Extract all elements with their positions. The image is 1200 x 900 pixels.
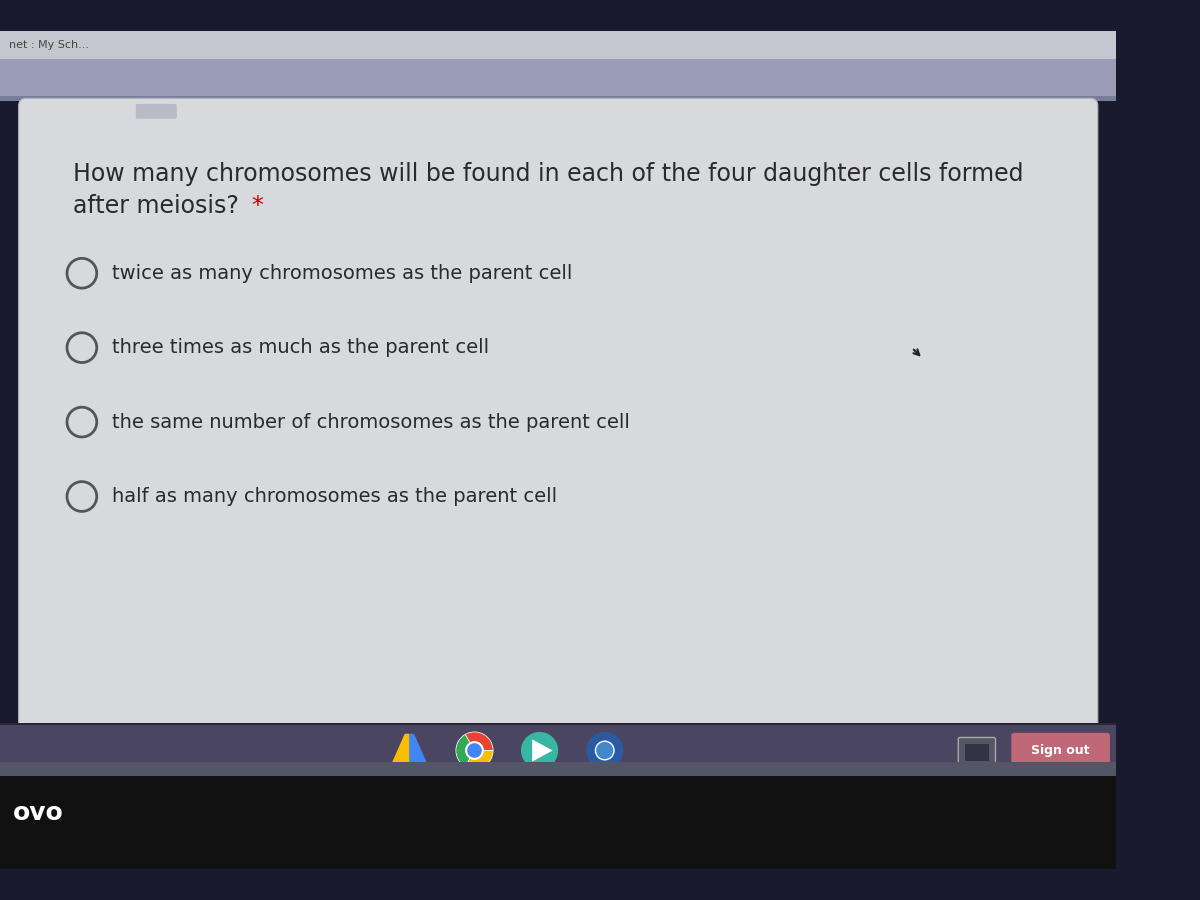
Circle shape bbox=[466, 742, 482, 759]
FancyBboxPatch shape bbox=[965, 744, 989, 760]
Circle shape bbox=[456, 732, 493, 770]
Circle shape bbox=[67, 333, 97, 363]
FancyBboxPatch shape bbox=[0, 724, 1116, 776]
FancyBboxPatch shape bbox=[959, 737, 996, 768]
Circle shape bbox=[67, 407, 97, 437]
Text: How many chromosomes will be found in each of the four daughter cells formed: How many chromosomes will be found in ea… bbox=[72, 162, 1024, 185]
Text: ovo: ovo bbox=[13, 801, 64, 824]
FancyBboxPatch shape bbox=[0, 32, 1116, 59]
Circle shape bbox=[521, 732, 558, 770]
Wedge shape bbox=[466, 751, 493, 770]
FancyBboxPatch shape bbox=[0, 776, 1116, 868]
Polygon shape bbox=[391, 734, 428, 765]
Text: three times as much as the parent cell: three times as much as the parent cell bbox=[112, 338, 488, 357]
FancyBboxPatch shape bbox=[0, 761, 1116, 776]
Circle shape bbox=[67, 482, 97, 511]
Text: half as many chromosomes as the parent cell: half as many chromosomes as the parent c… bbox=[112, 487, 557, 506]
Text: twice as many chromosomes as the parent cell: twice as many chromosomes as the parent … bbox=[112, 264, 572, 283]
FancyBboxPatch shape bbox=[19, 98, 1098, 776]
FancyBboxPatch shape bbox=[0, 96, 1116, 101]
Text: *: * bbox=[251, 194, 263, 218]
Text: after meiosis?: after meiosis? bbox=[72, 194, 246, 218]
Polygon shape bbox=[391, 734, 409, 765]
Circle shape bbox=[586, 732, 623, 770]
Text: net : My Sch...: net : My Sch... bbox=[10, 40, 89, 50]
FancyBboxPatch shape bbox=[0, 59, 1116, 96]
Text: Sign out: Sign out bbox=[1031, 744, 1090, 757]
FancyBboxPatch shape bbox=[0, 723, 1116, 725]
Text: the same number of chromosomes as the parent cell: the same number of chromosomes as the pa… bbox=[112, 412, 630, 432]
Circle shape bbox=[67, 258, 97, 288]
FancyBboxPatch shape bbox=[1012, 733, 1110, 769]
FancyBboxPatch shape bbox=[136, 104, 176, 119]
Wedge shape bbox=[456, 734, 474, 767]
Wedge shape bbox=[466, 732, 493, 751]
Circle shape bbox=[595, 742, 614, 760]
Polygon shape bbox=[532, 739, 553, 761]
Polygon shape bbox=[409, 734, 428, 765]
